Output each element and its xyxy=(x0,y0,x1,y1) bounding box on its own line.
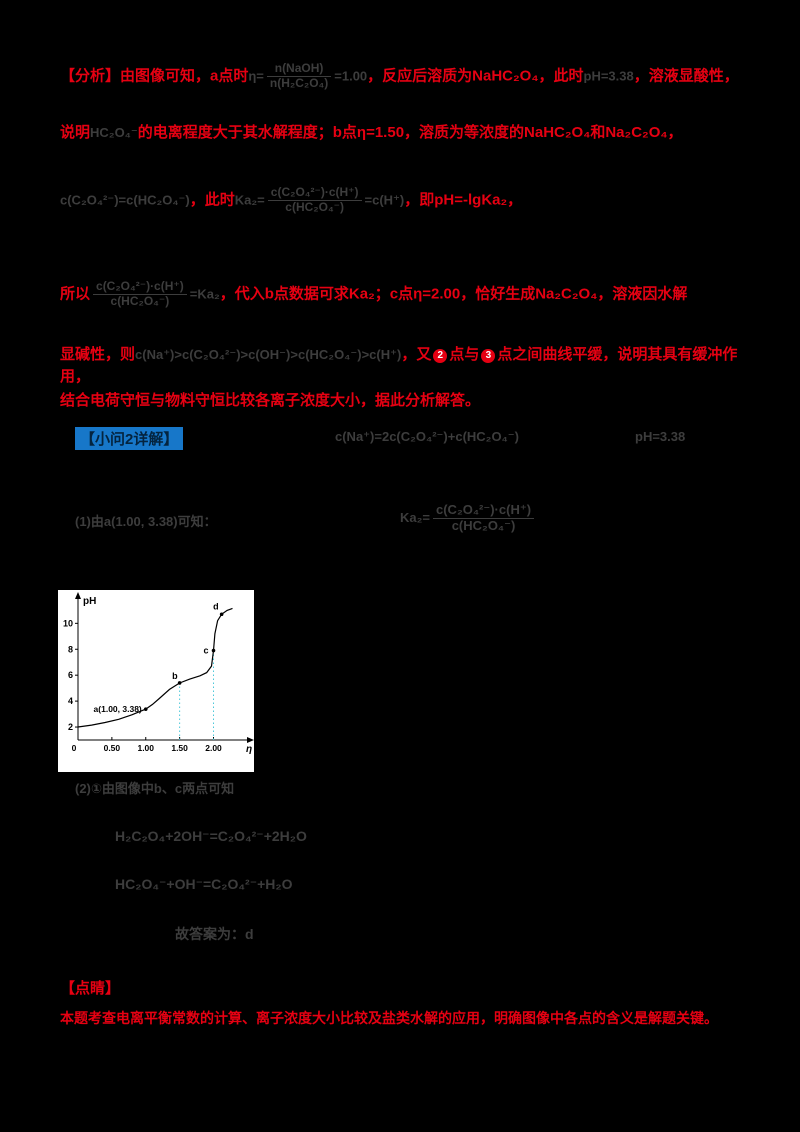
point-b xyxy=(177,681,182,685)
point-c xyxy=(211,648,216,653)
fraction-numerator: n(NaOH) xyxy=(274,61,324,75)
inline-formula-ion: HC₂O₄⁻ xyxy=(90,125,138,140)
keynote-label: 【点睛】 xyxy=(60,980,121,997)
y-axis-arrow xyxy=(75,592,81,599)
ph-eta-chart-svg: 2 4 6 8 10 0 0.50 1.00 1.50 2.00 a(1.00, 3.38) b c d p… xyxy=(63,592,254,755)
inline-formula-value: =1.00 xyxy=(334,68,368,84)
inline-formula-ion-order: c(Na⁺)>c(C₂O₄²⁻)>c(OH⁻)>c(HC₂O₄⁻)>c(H⁺) xyxy=(135,347,402,362)
analysis-line-5: 显碱性，则c(Na⁺)>c(C₂O₄²⁻)>c(OH⁻)>c(HC₂O₄⁻)>c… xyxy=(60,344,744,388)
y-tick-label: 6 xyxy=(68,670,73,680)
analysis-text: ，代入b点数据可求Ka₂；c点η=2.00，恰好生成Na₂C₂O₄，溶液因水解 xyxy=(219,285,688,303)
analysis-text: 点之间曲线平缓，说明其具有缓冲作用， xyxy=(60,346,738,385)
ka2-formula-row: (1)由a(1.00, 3.38)可知： Ka₂= c(C₂O₄²⁻)·c(H⁺)… xyxy=(0,497,800,547)
heading-formula-2: pH=3.38 xyxy=(635,429,686,444)
fraction-denominator: c(HC₂O₄⁻) xyxy=(93,293,187,309)
x-axis-title: η xyxy=(246,744,252,755)
ph-chart-figure: 2 4 6 8 10 0 0.50 1.00 1.50 2.00 a(1.00, 3.38) b c d p… xyxy=(58,590,254,772)
fraction-numerator: c(C₂O₄²⁻)·c(H⁺) xyxy=(436,502,532,517)
y-tick-label: 10 xyxy=(63,618,73,628)
inline-formula-eta: η= xyxy=(248,68,264,84)
ka2-prefix: Ka₂= xyxy=(400,509,430,525)
point-d xyxy=(219,612,224,617)
ionic-equation-2: HC₂O₄⁻+OH⁻=C₂O₄²⁻+H₂O xyxy=(115,876,293,892)
inline-formula-equality: c(C₂O₄²⁻)=c(HC₂O₄⁻) xyxy=(60,192,190,208)
subquestion-heading-row: 【小问2详解】 c(Na⁺)=2c(C₂O₄²⁻)+c(HC₂O₄⁻) pH=3… xyxy=(0,427,800,453)
ka2-label: (1)由a(1.00, 3.38)可知： xyxy=(75,514,217,529)
analysis-text: 点与 xyxy=(449,346,480,363)
y-axis-title: pH xyxy=(83,596,96,607)
point-label-b: b xyxy=(172,671,178,681)
analysis-text: ，又 xyxy=(401,346,432,363)
answer-note: 故答案为：d xyxy=(175,926,254,942)
analysis-text: ，反应后溶质为NaHC₂O₄，此时 xyxy=(367,67,584,85)
fraction-numerator: c(C₂O₄²⁻)·c(H⁺) xyxy=(270,185,359,199)
analysis-text: 显碱性，则 xyxy=(60,346,136,363)
ionic-equation-1: H₂C₂O₄+2OH⁻=C₂O₄²⁻+2H₂O xyxy=(115,828,307,844)
chart-caption: (2)①由图像中b、c两点可知 xyxy=(75,781,235,796)
analysis-text: ，此时 xyxy=(189,191,235,209)
analysis-text: ，即pH=-lgKa₂， xyxy=(404,191,523,209)
fraction-formula: n(NaOH) n(H₂C₂O₄) xyxy=(266,61,332,91)
circled-number-2: 2 xyxy=(433,349,448,363)
analysis-text: 【分析】由图像可知，a点时 xyxy=(60,67,249,85)
subquestion-heading: 【小问2详解】 xyxy=(75,427,184,450)
analysis-text: ，溶液显酸性， xyxy=(633,67,739,85)
point-label-c: c xyxy=(203,646,208,656)
analysis-line-3: c(C₂O₄²⁻)=c(HC₂O₄⁻)，此时Ka₂= c(C₂O₄²⁻)·c(H⁺… xyxy=(60,185,744,215)
y-tick-label: 8 xyxy=(68,644,73,654)
inline-formula-result: =c(H⁺) xyxy=(364,192,405,208)
summary-sentence: 本题考查电离平衡常数的计算、离子浓度大小比较及盐类水解的应用，明确图像中各点的含… xyxy=(60,1010,718,1026)
analysis-text: 结合电荷守恒与物料守恒比较各离子浓度大小，据此分析解答。 xyxy=(60,392,481,409)
x-axis-arrow xyxy=(247,737,254,743)
fraction-numerator: c(C₂O₄²⁻)·c(H⁺) xyxy=(96,279,184,293)
circled-number-3: 3 xyxy=(481,349,496,363)
analysis-text: 说明 xyxy=(60,124,91,141)
x-tick-label: 2.00 xyxy=(205,743,222,753)
fraction-denominator: n(H₂C₂O₄) xyxy=(266,75,332,91)
y-tick-label: 4 xyxy=(68,696,73,706)
analysis-line-4: 所以 c(C₂O₄²⁻)·c(H⁺) c(HC₂O₄⁻) =Ka₂，代入b点数据可求K… xyxy=(60,279,744,309)
analysis-line-6: 结合电荷守恒与物料守恒比较各离子浓度大小，据此分析解答。 xyxy=(60,390,744,412)
keynote-heading: 【点睛】 xyxy=(60,978,744,1000)
summary-text: 本题考查电离平衡常数的计算、离子浓度大小比较及盐类水解的应用，明确图像中各点的含… xyxy=(60,1008,744,1028)
inline-formula-ka2: Ka₂= xyxy=(234,192,265,208)
point-label-a: a(1.00, 3.38) xyxy=(94,704,142,714)
x-tick-label: 0 xyxy=(72,743,77,753)
inline-formula-ph: pH=3.38 xyxy=(583,68,634,84)
fraction-formula: c(C₂O₄²⁻)·c(H⁺) c(HC₂O₄⁻) xyxy=(433,502,535,534)
ka2-formula: Ka₂= c(C₂O₄²⁻)·c(H⁺) c(HC₂O₄⁻) xyxy=(400,502,537,534)
x-tick-label: 0.50 xyxy=(104,743,121,753)
fraction-denominator: c(HC₂O₄⁻) xyxy=(433,517,535,534)
analysis-line-1: 【分析】由图像可知，a点时η= n(NaOH) n(H₂C₂O₄) =1.00，反应后… xyxy=(60,61,744,91)
inline-formula-ka2: =Ka₂ xyxy=(189,286,220,302)
fraction-denominator: c(HC₂O₄⁻) xyxy=(267,199,362,215)
point-a xyxy=(143,707,148,711)
titration-curve xyxy=(77,607,233,728)
analysis-line-2: 说明HC₂O₄⁻的电离程度大于其水解程度；b点η=1.50，溶质为等浓度的NaH… xyxy=(60,122,744,144)
analysis-text: 所以 xyxy=(60,285,91,303)
x-tick-label: 1.00 xyxy=(137,743,154,753)
y-tick-label: 2 xyxy=(68,722,73,732)
analysis-text: 的电离程度大于其水解程度；b点η=1.50，溶质为等浓度的NaHC₂O₄和Na₂… xyxy=(137,124,683,141)
heading-formula-1: c(Na⁺)=2c(C₂O₄²⁻)+c(HC₂O₄⁻) xyxy=(335,429,519,444)
point-label-d: d xyxy=(213,601,219,611)
fraction-formula: c(C₂O₄²⁻)·c(H⁺) c(HC₂O₄⁻) xyxy=(267,185,362,215)
fraction-formula: c(C₂O₄²⁻)·c(H⁺) c(HC₂O₄⁻) xyxy=(93,279,187,309)
x-tick-label: 1.50 xyxy=(171,743,188,753)
